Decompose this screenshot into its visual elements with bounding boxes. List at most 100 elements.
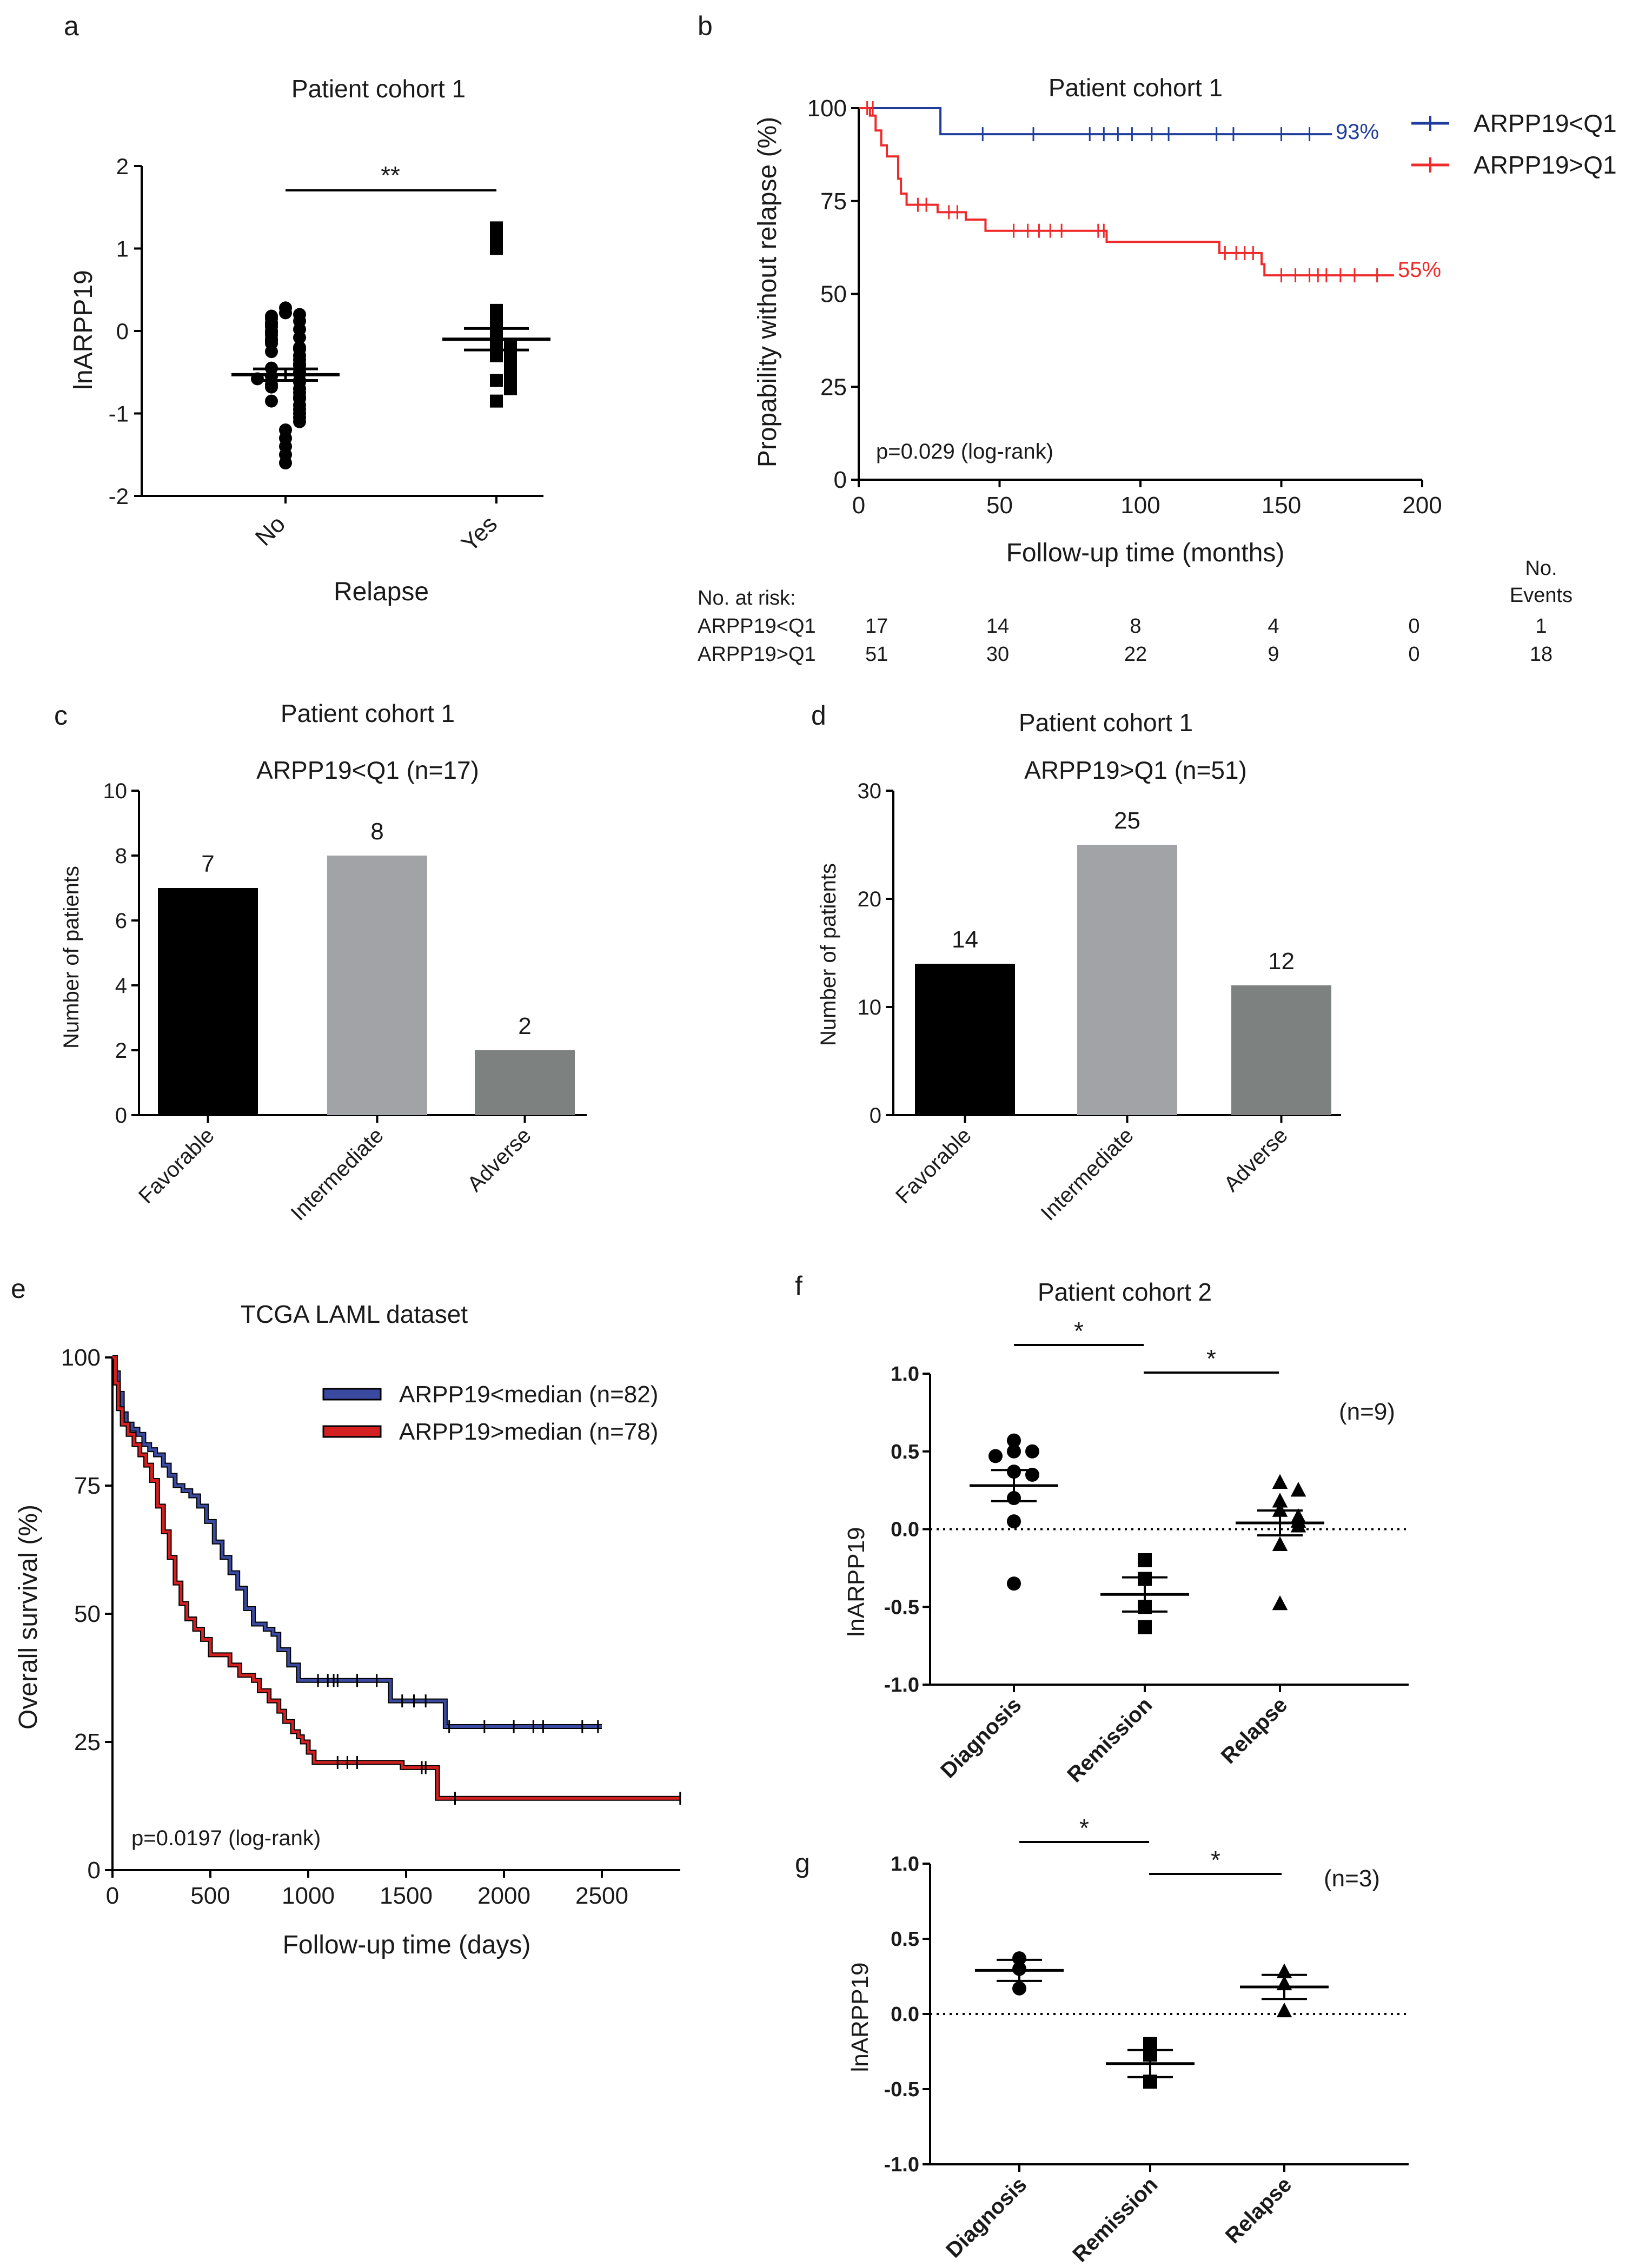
d-ytick-label: 30	[858, 779, 882, 803]
a-point	[504, 341, 517, 354]
c-xtick-label: Favorable	[134, 1123, 219, 1208]
legend-label-low: ARPP19<Q1	[1474, 109, 1617, 137]
panel-d-subtitle: ARPP19>Q1 (n=51)	[1024, 756, 1247, 784]
panel-g: g lnARPP19 (n=3) -1.0 -0.5 0.0 0.5 1.0 Diagno…	[795, 1814, 1409, 2266]
panel-c: c Patient cohort 1 ARPP19<Q1 (n=17) Numb…	[54, 699, 587, 1225]
panel-b-xlabel: Follow-up time (months)	[1006, 539, 1285, 567]
panel-b-end-label-low: 93%	[1336, 120, 1379, 144]
a-point	[293, 415, 306, 428]
b-ytick-label: 100	[807, 95, 847, 122]
a-point	[490, 221, 503, 235]
panel-e-pvalue: p=0.0197 (log-rank)	[131, 1826, 321, 1850]
f-ytick-label: 0.5	[891, 1441, 919, 1463]
f-point	[1272, 1493, 1288, 1508]
panel-b-title: Patient cohort 1	[1049, 74, 1223, 102]
d-bar-favorable	[915, 964, 1015, 1115]
b-xtick-label: 0	[852, 492, 865, 519]
g-ytick-label: 1.0	[891, 1853, 919, 1876]
g-ytick-label: -1.0	[884, 2154, 919, 2176]
a-point	[279, 306, 292, 320]
g-ytick-label: 0.0	[891, 2003, 919, 2026]
panel-g-chart: -1.0 -0.5 0.0 0.5 1.0 Diagnosis Remission Relap…	[884, 1853, 1409, 2266]
c-ytick-label: 10	[103, 779, 128, 803]
d-xtick-label: Intermediate	[1037, 1123, 1138, 1225]
g-xtick-label: Remission	[1068, 2172, 1162, 2266]
c-ytick-label: 6	[115, 909, 127, 933]
panel-d-ylabel: Number of patients	[817, 863, 840, 1046]
panel-g-signif-2: *	[1211, 1846, 1220, 1874]
a-point	[490, 242, 503, 255]
risk-value: 9	[1268, 643, 1279, 666]
f-point	[1007, 1444, 1021, 1459]
d-bar-label: 12	[1268, 948, 1295, 975]
a-point	[504, 382, 517, 395]
f-ytick-label: 0.0	[891, 1519, 919, 1541]
b-xtick-label: 150	[1262, 492, 1301, 519]
panel-g-ylabel: lnARPP19	[847, 1962, 873, 2072]
panel-c-subtitle: ARPP19<Q1 (n=17)	[256, 756, 479, 784]
risk-value: 0	[1408, 615, 1419, 638]
a-point	[293, 331, 306, 344]
b-km-curve	[859, 107, 1332, 136]
c-ytick-label: 0	[115, 1104, 127, 1128]
b-km-curve	[859, 107, 1394, 277]
panel-d-title: Patient cohort 1	[1019, 708, 1193, 737]
g-point	[1012, 1981, 1026, 1996]
panel-e-title: TCGA LAML dataset	[241, 1300, 468, 1328]
panel-d: d Patient cohort 1 ARPP19>Q1 (n=51) Numb…	[811, 700, 1341, 1225]
risk-events-header-2: Events	[1510, 584, 1573, 607]
a-point	[490, 349, 503, 362]
d-ytick-label: 10	[858, 996, 882, 1019]
c-xtick-label: Intermediate	[287, 1123, 388, 1225]
panel-b-axes: 0 25 50 75 100 0 50 100 150 200	[807, 95, 1442, 519]
panel-f-signif-2: *	[1206, 1344, 1216, 1373]
panel-b: b Patient cohort 1 Propability without r…	[698, 11, 1617, 666]
f-point	[1272, 1536, 1288, 1551]
panel-a-xlabel: Relapse	[334, 578, 429, 606]
risk-row-low-events: 1	[1535, 615, 1547, 638]
risk-value: 0	[1408, 643, 1419, 666]
risk-value: 30	[986, 643, 1009, 666]
a-point	[265, 345, 278, 359]
f-xtick-label: Relapse	[1217, 1693, 1292, 1768]
panel-e-curves	[112, 1355, 681, 1805]
d-ytick-label: 0	[870, 1104, 881, 1128]
e-xtick-label: 2000	[477, 1883, 530, 1909]
panel-e-ylabel: Overall survival (%)	[14, 1505, 43, 1730]
e-ytick-label: 25	[74, 1729, 101, 1755]
panel-c-letter: c	[54, 700, 68, 731]
e-xtick-label: 2500	[575, 1883, 628, 1909]
d-ytick-label: 20	[858, 887, 882, 911]
c-ytick-label: 2	[115, 1039, 127, 1063]
b-ytick-label: 75	[820, 188, 847, 215]
a-point	[265, 380, 278, 394]
panel-b-risk-table: No. Events No. at risk: ARPP19<Q1 ARPP19…	[698, 557, 1573, 666]
risk-header: No. at risk:	[698, 587, 796, 609]
g-point	[1276, 2002, 1292, 2018]
panel-f-chart: -1.0 -0.5 0.0 0.5 1.0 Diagnosis Remission Relap…	[884, 1363, 1409, 1787]
g-ytick-label: -0.5	[884, 2078, 919, 2101]
panel-b-letter: b	[698, 11, 713, 41]
e-ytick-label: 0	[88, 1857, 101, 1884]
panel-f-title: Patient cohort 2	[1038, 1278, 1212, 1306]
panel-e-xlabel: Follow-up time (days)	[283, 1931, 531, 1959]
panel-d-letter: d	[811, 700, 826, 731]
c-bar-label: 8	[370, 818, 383, 845]
risk-events-header-1: No.	[1525, 557, 1557, 580]
c-bar-intermediate	[327, 856, 427, 1115]
e-km-curve	[112, 1356, 680, 1800]
panel-b-legend: ARPP19<Q1 ARPP19>Q1	[1411, 109, 1617, 179]
b-xtick-label: 100	[1120, 492, 1160, 519]
a-point	[504, 366, 517, 379]
legend-e-label-low: ARPP19<median (n=82)	[399, 1381, 658, 1408]
g-ytick-label: 0.5	[891, 1928, 919, 1951]
panel-g-n: (n=3)	[1324, 1865, 1380, 1892]
e-xtick-label: 1000	[282, 1883, 335, 1909]
panel-a-axes: -2 -1 0 1 2	[109, 154, 543, 509]
a-point	[265, 394, 278, 408]
legend-e-swatch-high	[322, 1425, 382, 1438]
panel-f-ylabel: lnARPP19	[843, 1527, 870, 1636]
e-ytick-label: 75	[74, 1473, 101, 1499]
f-point	[1138, 1553, 1152, 1567]
